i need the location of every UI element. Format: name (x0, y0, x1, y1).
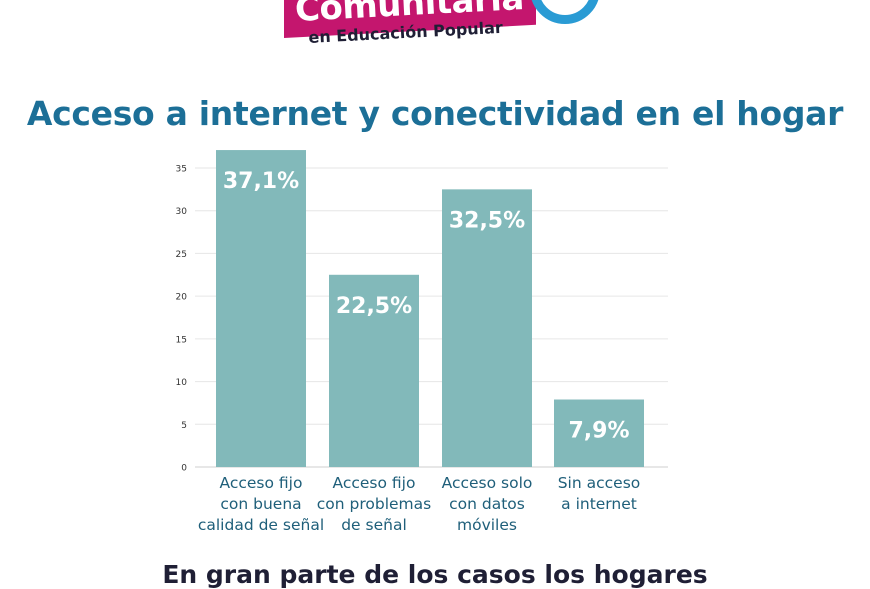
footer-text: En gran parte de los casos los hogares (162, 560, 708, 589)
category-label: Acceso fijo (333, 474, 416, 492)
category-label: calidad de señal (198, 516, 324, 534)
category-label: con buena (220, 495, 301, 513)
category-label: Acceso solo (442, 474, 533, 492)
bar (216, 150, 306, 467)
data-label: 37,1% (223, 169, 299, 194)
y-tick-label: 5 (181, 421, 187, 431)
data-label: 32,5% (449, 208, 525, 233)
category-label: con datos (449, 495, 525, 513)
category-label: Acceso fijo (220, 474, 303, 492)
category-label: a internet (561, 495, 637, 513)
y-tick-label: 35 (176, 165, 187, 175)
category-label: con problemas (317, 495, 431, 513)
category-label: de señal (341, 516, 407, 534)
bar (329, 274, 419, 467)
logo: Comunitaria en Educación Popular (284, 0, 614, 68)
y-tick-label: 15 (176, 335, 187, 345)
category-label: Sin acceso (558, 474, 641, 492)
y-tick-label: 30 (176, 207, 188, 217)
category-label: móviles (457, 516, 517, 534)
data-label: 22,5% (336, 294, 412, 319)
y-tick-label: 0 (181, 464, 187, 474)
bar (554, 399, 644, 467)
bar-chart: 0 5 10 15 20 25 30 35 37,1% Acceso fijo con buena c… (176, 150, 668, 534)
data-label: 7,9% (568, 419, 629, 444)
page-title: Acceso a internet y conectividad en el h… (26, 94, 844, 133)
bar (442, 189, 532, 467)
y-tick-label: 10 (176, 378, 188, 388)
y-tick-label: 20 (176, 293, 188, 303)
y-tick-label: 25 (176, 250, 187, 260)
